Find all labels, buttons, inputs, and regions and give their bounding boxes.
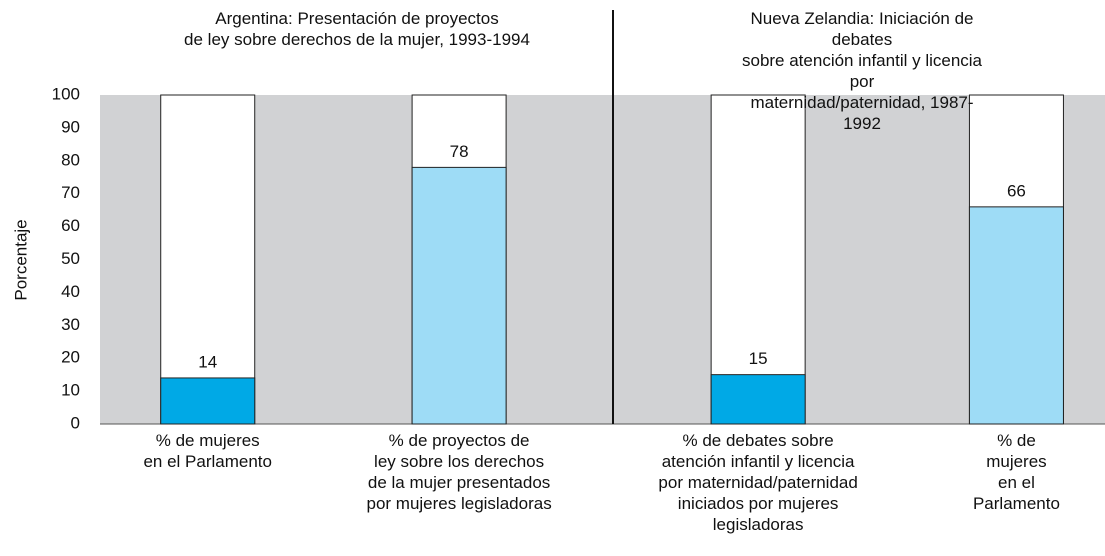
y-axis-label: Porcentaje [11,219,30,300]
y-tick-label: 0 [71,413,80,432]
y-tick-label: 80 [61,150,80,169]
x-tick-label: % de proyectos de ley sobre los derechos… [366,431,552,513]
y-tick-label: 100 [52,84,80,103]
x-tick-label: % de debates sobre atención infantil y l… [658,431,858,534]
y-tick-label: 10 [61,381,80,400]
bar [160,377,256,425]
y-tick-label: 90 [61,117,80,136]
bar-frame [160,94,256,425]
y-tick-label: 60 [61,216,80,235]
x-tick-label: % de mujeres en el Parlamento [972,431,1060,513]
y-tick-label: 20 [61,348,80,367]
bar [968,206,1064,425]
value-label: 14 [198,352,217,371]
y-tick-label: 70 [61,183,80,202]
panel-title: Nueva Zelandia: Iniciación de debates so… [741,9,983,133]
value-label: 66 [1007,181,1026,200]
y-tick-label: 40 [61,282,80,301]
value-label: 78 [450,142,469,161]
x-tick-label: % de mujeres en el Parlamento [143,431,272,471]
y-tick-label: 50 [61,249,80,268]
value-label: 15 [749,349,768,368]
panel-title: Argentina: Presentación de proyectos de … [184,9,530,49]
plot-background [100,95,1105,424]
bar [411,166,507,425]
y-tick-label: 30 [61,315,80,334]
bar [710,374,806,425]
bar-frame [710,94,806,425]
